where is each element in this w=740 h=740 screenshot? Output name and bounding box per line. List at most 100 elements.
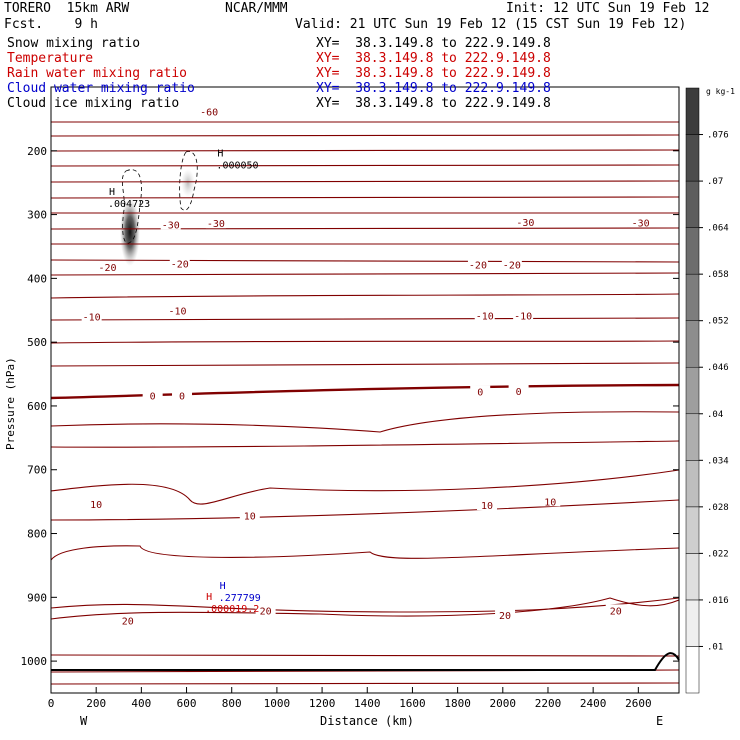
field-label-cloud-water: Cloud water mixing ratio — [7, 81, 195, 96]
temperature-label-13: -10 — [514, 312, 532, 323]
temperature-label-21: 10 — [544, 497, 556, 508]
isotherm-3 — [50, 149, 680, 152]
field-xy-cloud-ice: XY= 38.3.149.8 to 222.9.149.8 — [316, 96, 551, 111]
temperature-label-11: -10 — [168, 307, 186, 318]
temperature-label-16: 0 — [477, 388, 483, 399]
colorbar-tick-label-6: .04 — [707, 410, 723, 420]
terrain-line — [51, 652, 680, 672]
x-tick-label-200: 200 — [86, 697, 106, 710]
temperature-label-19: 10 — [244, 511, 256, 522]
colorbar-band-7 — [685, 366, 700, 415]
isotherm-25 — [50, 682, 680, 685]
x-tick-label-1400: 1400 — [354, 697, 381, 710]
isotherm-6 — [50, 196, 680, 199]
colorbar-band-13 — [685, 87, 700, 135]
y-axis-label: Pressure (hPa) — [4, 357, 17, 450]
colorbar-tick-label-12: .076 — [707, 131, 729, 141]
colorbar-band-4 — [685, 506, 700, 554]
x-tick-label-1200: 1200 — [309, 697, 336, 710]
isotherm-21 — [50, 597, 680, 613]
y-tick-label-500: 500 — [27, 336, 47, 349]
colorbar-band-3 — [685, 553, 700, 601]
temperature-label-22: 20 — [122, 617, 134, 628]
isotherm-20 — [50, 545, 680, 561]
y-tick-label-200: 200 — [27, 145, 47, 158]
colorbar-band-9 — [685, 273, 700, 321]
isotherm-zero — [50, 383, 680, 400]
temperature-label-8: -20 — [469, 261, 487, 272]
x-tick-label-2600: 2600 — [625, 697, 652, 710]
init-time: Init: 12 UTC Sun 19 Feb 12 — [506, 1, 710, 16]
field-label-temperature: Temperature — [7, 51, 94, 66]
x-tick-label-1800: 1800 — [444, 697, 471, 710]
field-xy-rain: XY= 38.3.149.8 to 222.9.149.8 — [316, 66, 551, 81]
y-tick-label-900: 900 — [27, 591, 47, 604]
x-tick-label-1000: 1000 — [264, 697, 291, 710]
field-xy-cloud-water: XY= 38.3.149.8 to 222.9.149.8 — [316, 81, 551, 96]
isotherm-17 — [50, 440, 680, 448]
x-tick-label-600: 600 — [177, 697, 197, 710]
x-axis-west-label: W — [80, 714, 88, 728]
field-xy-temperature: XY= 38.3.149.8 to 222.9.149.8 — [316, 51, 551, 66]
colorbar-tick-label-2: .016 — [707, 596, 729, 606]
isotherm-13 — [50, 317, 680, 321]
temperature-label-25: 20 — [610, 606, 622, 617]
temperature-label-3: -30 — [207, 219, 225, 230]
temperature-label-10: -10 — [83, 312, 101, 323]
x-tick-label-1600: 1600 — [399, 697, 426, 710]
temperature-label-18: 10 — [90, 500, 102, 511]
colorbar-tick-label-10: .064 — [707, 224, 729, 234]
max-value-4: .000019.2 — [205, 604, 259, 615]
x-tick-label-2000: 2000 — [490, 697, 517, 710]
field-label-rain: Rain water mixing ratio — [7, 66, 188, 81]
temperature-label-2: -30 — [162, 220, 180, 231]
colorbar-band-11 — [685, 180, 700, 228]
isotherm-22 — [50, 597, 680, 620]
isotherm-5 — [50, 180, 680, 183]
isotherm-2 — [50, 134, 680, 137]
colorbar-band-12 — [685, 134, 700, 182]
colorbar-tick-label-1: .01 — [707, 642, 723, 652]
max-marker-4: H — [206, 592, 212, 603]
isotherm-18 — [50, 469, 680, 505]
y-tick-label-400: 400 — [27, 272, 47, 285]
temperature-label-12: -10 — [476, 312, 494, 323]
colorbar-band-6 — [685, 413, 700, 461]
colorbar-unit: g kg-1 — [706, 87, 735, 96]
colorbar-tick-label-3: .022 — [707, 549, 729, 559]
colorbar-tick-label-8: .052 — [707, 317, 729, 327]
colorbar-tick-label-4: .028 — [707, 503, 729, 513]
cloud-ice-shading — [181, 169, 195, 197]
y-tick-label-700: 700 — [27, 464, 47, 477]
colorbar-band-1 — [685, 646, 700, 694]
max-marker-1: H — [217, 149, 223, 160]
model-title: TORERO 15km ARW — [4, 1, 130, 16]
institution-label: NCAR/MMM — [225, 1, 288, 16]
y-tick-label-600: 600 — [27, 400, 47, 413]
temperature-label-4: -30 — [516, 218, 534, 229]
max-value-2: .004723 — [108, 199, 150, 210]
x-axis-east-label: E — [656, 714, 664, 728]
isotherm-10 — [50, 259, 680, 263]
colorbar-band-10 — [685, 227, 700, 275]
y-tick-label-800: 800 — [27, 528, 47, 541]
x-axis-label: Distance (km) — [320, 714, 414, 728]
temperature-label-6: -20 — [98, 263, 116, 274]
isotherm-15 — [50, 362, 680, 367]
temperature-label-23: 20 — [260, 606, 272, 617]
colorbar-tick-label-11: .07 — [707, 177, 723, 187]
temperature-label-24: 20 — [499, 611, 511, 622]
field-label-snow: Snow mixing ratio — [7, 36, 141, 51]
isotherm-11 — [50, 272, 680, 276]
forecast-hour: Fcst. 9 h — [4, 17, 98, 32]
field-label-cloud-ice: Cloud ice mixing ratio — [7, 96, 180, 111]
isotherm-14 — [50, 340, 680, 344]
temperature-label-20: 10 — [481, 501, 493, 512]
temperature-label-9: -20 — [503, 261, 521, 272]
colorbar-tick-label-7: .046 — [707, 363, 729, 373]
temperature-label-14: 0 — [150, 391, 156, 402]
x-tick-label-2200: 2200 — [535, 697, 562, 710]
x-tick-label-800: 800 — [222, 697, 242, 710]
temperature-label-5: -30 — [632, 219, 650, 230]
